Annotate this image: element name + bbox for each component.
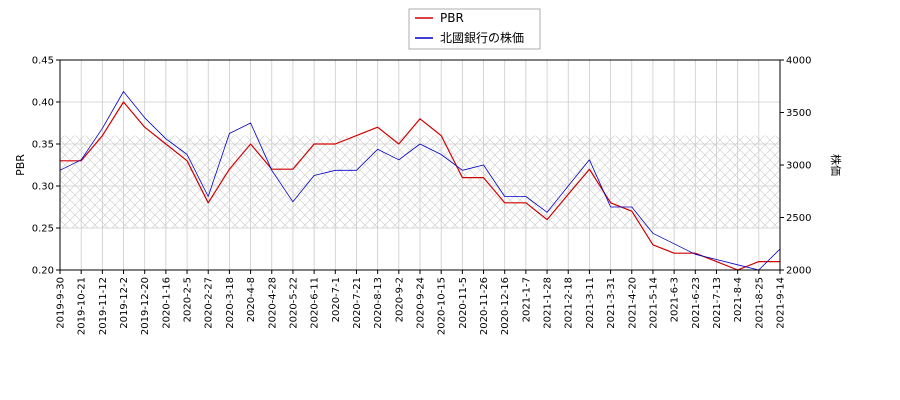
legend-box	[408, 8, 541, 50]
x-tick-label: 2020-10-15	[437, 277, 448, 335]
y-axis-left: 0.20 0.25 0.30 0.35 0.40 0.45	[32, 56, 60, 277]
range-band	[60, 135, 780, 228]
legend-label-price: 北國銀行の株価	[440, 30, 524, 45]
series-line-price	[59, 91, 781, 271]
x-tick-label: 2020-2-27	[204, 277, 215, 329]
y2-tick-label: 3000	[786, 161, 811, 172]
y2-tick-label: 3500	[786, 108, 811, 119]
y2-tick-label: 2500	[786, 213, 811, 224]
x-tick-label: 2021-6-3	[670, 277, 681, 322]
x-tick-label: 2021-8-4	[733, 277, 744, 322]
x-tick-label: 2020-7-1	[331, 277, 342, 322]
x-tick-label: 2021-4-20	[627, 277, 638, 329]
x-tick-label: 2020-12-16	[500, 277, 511, 335]
x-tick-label: 2019-10-21	[77, 277, 88, 335]
x-tick-label: 2021-3-31	[606, 277, 617, 329]
x-tick-label: 2019-12-20	[140, 277, 151, 335]
x-tick-label: 2020-11-5	[458, 277, 469, 329]
y-tick-label: 0.40	[32, 98, 54, 109]
x-tick-label: 2021-3-11	[585, 277, 596, 329]
x-tick-label: 2020-7-21	[352, 277, 363, 329]
x-tick-label: 2021-6-23	[691, 277, 702, 329]
x-tick-label: 2020-9-24	[416, 277, 427, 329]
x-tick-label: 2021-1-7	[521, 277, 532, 322]
series-lines	[59, 91, 781, 271]
y-axis-title-right: 株価	[829, 154, 843, 176]
x-tick-label: 2019-11-12	[98, 277, 109, 335]
x-tick-label: 2021-5-14	[648, 277, 659, 329]
y-axis-right: 2000 2500 3000 3500 4000	[780, 56, 811, 277]
x-tick-label: 2021-7-13	[712, 277, 723, 329]
y2-tick-label: 4000	[786, 56, 811, 67]
y-tick-label: 0.35	[32, 140, 54, 151]
x-tick-label: 2021-8-25	[754, 277, 765, 329]
y-tick-label: 0.30	[32, 182, 54, 193]
x-tick-label: 2020-11-26	[479, 277, 490, 335]
legend-label-pbr: PBR	[440, 11, 464, 25]
x-tick-label: 2020-2-5	[183, 277, 194, 322]
x-tick-label: 2020-6-11	[310, 277, 321, 329]
x-tick-label: 2021-9-14	[776, 277, 787, 329]
x-tick-label: 2020-5-22	[288, 277, 299, 329]
series-line-pbr	[60, 101, 780, 271]
x-axis: 2019-9-30 2019-10-21 2019-11-12 2019-12-2 20…	[56, 270, 787, 335]
y2-tick-label: 2000	[786, 266, 811, 277]
x-tick-label: 2019-12-2	[119, 277, 130, 329]
band-hatch	[60, 135, 780, 228]
x-tick-label: 2020-3-18	[225, 277, 236, 329]
x-tick-label: 2020-4-8	[246, 277, 257, 322]
legend: PBR 北國銀行の株価	[408, 8, 541, 50]
y-axis-title-left: PBR	[14, 154, 27, 176]
x-tick-label: 2020-8-13	[373, 277, 384, 329]
y-tick-label: 0.45	[32, 56, 54, 67]
x-tick-label: 2019-9-30	[56, 277, 67, 329]
y-tick-label: 0.25	[32, 224, 54, 235]
y-tick-label: 0.20	[32, 266, 54, 277]
x-tick-label: 2021-1-28	[543, 277, 554, 329]
x-tick-label: 2020-9-2	[394, 277, 405, 322]
x-tick-label: 2020-1-16	[161, 277, 172, 329]
x-tick-label: 2020-4-28	[267, 277, 278, 329]
x-tick-label: 2021-2-18	[564, 277, 575, 329]
